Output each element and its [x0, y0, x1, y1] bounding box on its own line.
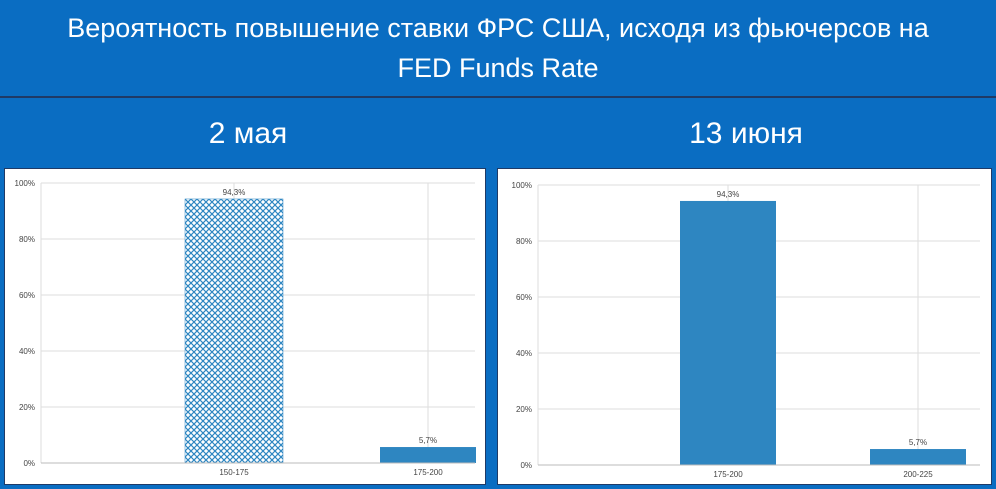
chart-title-right: 13 июня: [689, 117, 803, 150]
page-title: Вероятность повышение ставки ФРС США, ис…: [0, 0, 996, 98]
chart-panel-right: 0% 20% 40% 60% 80% 100% 94,3% 175-200 5,7% 200-22…: [497, 168, 992, 485]
bar-chart-left: 0% 20% 40% 60% 80% 100% 94,3% 150-175 5,7% 175-20…: [15, 179, 476, 477]
data-label: 5,7%: [419, 436, 437, 445]
y-tick-label: 80%: [19, 235, 35, 244]
y-tick-label: 0%: [520, 461, 532, 470]
bar-chart-right: 0% 20% 40% 60% 80% 100% 94,3% 175-200 5,7% 200-22…: [512, 181, 980, 479]
chart-panel-left: 0% 20% 40% 60% 80% 100% 94,3% 150-175 5,7% 175-20…: [4, 168, 486, 485]
y-tick-label: 0%: [23, 459, 35, 468]
x-tick-label: 175-200: [413, 468, 443, 477]
y-tick-label: 100%: [512, 181, 532, 190]
y-tick-label: 20%: [19, 403, 35, 412]
x-tick-label: 200-225: [903, 470, 933, 479]
y-tick-label: 80%: [516, 237, 532, 246]
data-label: 94,3%: [223, 188, 246, 197]
chart-title-left: 2 мая: [208, 117, 288, 150]
bar-150-175: [184, 198, 284, 464]
x-tick-label: 150-175: [219, 468, 249, 477]
y-tick-label: 100%: [15, 179, 35, 188]
y-tick-label: 60%: [516, 293, 532, 302]
bar-175-200: [380, 447, 476, 463]
x-tick-label: 175-200: [713, 470, 743, 479]
y-tick-label: 40%: [516, 349, 532, 358]
y-tick-label: 40%: [19, 347, 35, 356]
bar-200-225: [870, 449, 966, 465]
bar-175-200: [680, 200, 776, 465]
y-tick-label: 60%: [19, 291, 35, 300]
data-label: 94,3%: [717, 190, 740, 199]
data-label: 5,7%: [909, 438, 927, 447]
y-tick-label: 20%: [516, 405, 532, 414]
